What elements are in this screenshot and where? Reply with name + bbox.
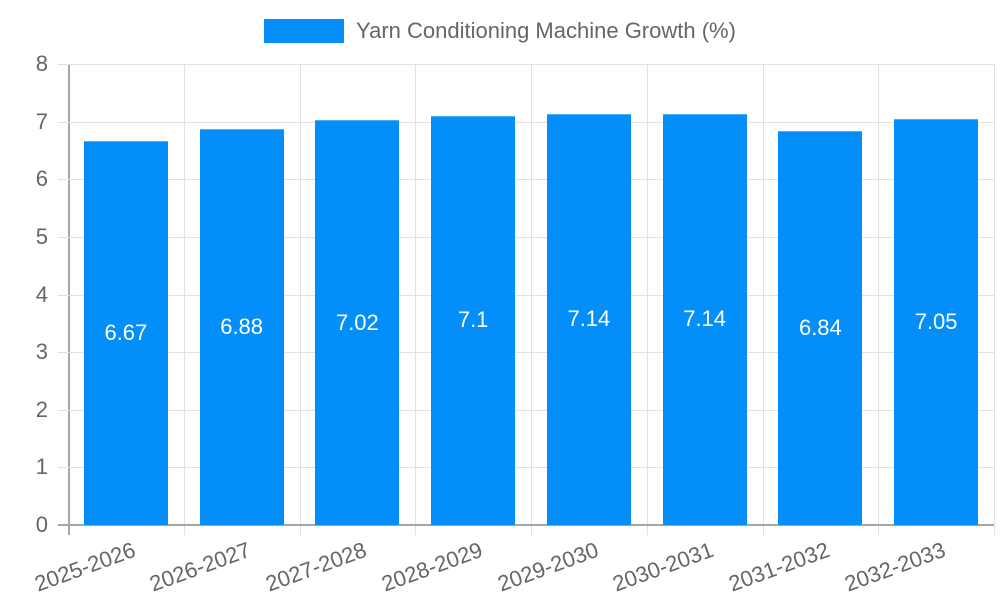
bar-value-label: 6.67 (104, 319, 148, 345)
bar-value-label: 7.02 (335, 309, 379, 335)
h-gridline (58, 64, 994, 65)
y-tick-label: 7 (35, 108, 48, 134)
v-gridline (646, 64, 648, 535)
v-gridline (183, 64, 185, 535)
x-tick-label: 2031-2032 (725, 537, 833, 597)
x-tick-label: 2030-2031 (609, 537, 718, 597)
v-gridline (299, 64, 301, 535)
y-tick-label: 0 (35, 512, 48, 537)
bar[interactable] (662, 113, 747, 525)
h-gridline (58, 294, 994, 296)
x-tick-label: 2025-2026 (31, 537, 139, 597)
legend-label[interactable]: Yarn Conditioning Machine Growth (%) (356, 18, 736, 43)
v-gridline (994, 64, 995, 535)
bar-value-label: 7.1 (457, 307, 489, 333)
x-axis-line (58, 524, 994, 526)
h-gridline (58, 236, 994, 238)
h-gridline (58, 179, 994, 181)
bar-value-label: 6.84 (798, 314, 842, 340)
x-tick-label: 2029-2030 (494, 537, 602, 597)
bar[interactable] (546, 113, 631, 525)
bar[interactable] (199, 128, 284, 525)
x-tick-label: 2028-2029 (378, 537, 486, 597)
chart-legend: Yarn Conditioning Machine Growth (%) (0, 18, 1000, 46)
bar[interactable] (83, 140, 168, 525)
bar[interactable] (778, 130, 863, 525)
y-tick-label: 5 (35, 223, 48, 249)
y-tick-label: 3 (35, 339, 48, 365)
y-tick-label: 4 (35, 281, 48, 307)
h-gridline (58, 467, 994, 469)
v-gridline (531, 64, 532, 535)
v-gridline (762, 64, 764, 535)
bar[interactable] (431, 115, 516, 525)
bar-value-label: 7.14 (567, 306, 611, 332)
bar-value-label: 7.05 (914, 308, 958, 334)
plot-area: 6.67 6.88 7.02 7.1 7.14 7.14 6.84 7.05 (58, 64, 995, 535)
bar[interactable] (894, 118, 979, 525)
legend-swatch[interactable] (264, 19, 345, 43)
y-tick-label: 8 (35, 51, 48, 76)
y-tick-label: 6 (35, 166, 48, 192)
h-gridline (58, 121, 994, 123)
h-gridline (58, 352, 994, 354)
x-tick-label: 2027-2028 (262, 537, 370, 597)
v-gridline (415, 64, 417, 535)
x-tick-label: 2032-2033 (841, 537, 949, 597)
y-tick-label: 2 (35, 396, 48, 422)
h-gridline (58, 409, 994, 411)
bar-value-label: 7.14 (683, 306, 727, 332)
bar[interactable] (315, 120, 400, 525)
x-tick-label: 2026-2027 (146, 537, 255, 597)
y-tick-label: 1 (35, 454, 48, 480)
y-axis-line (68, 64, 70, 535)
v-gridline (878, 64, 880, 535)
bar-value-label: 6.88 (220, 313, 264, 339)
